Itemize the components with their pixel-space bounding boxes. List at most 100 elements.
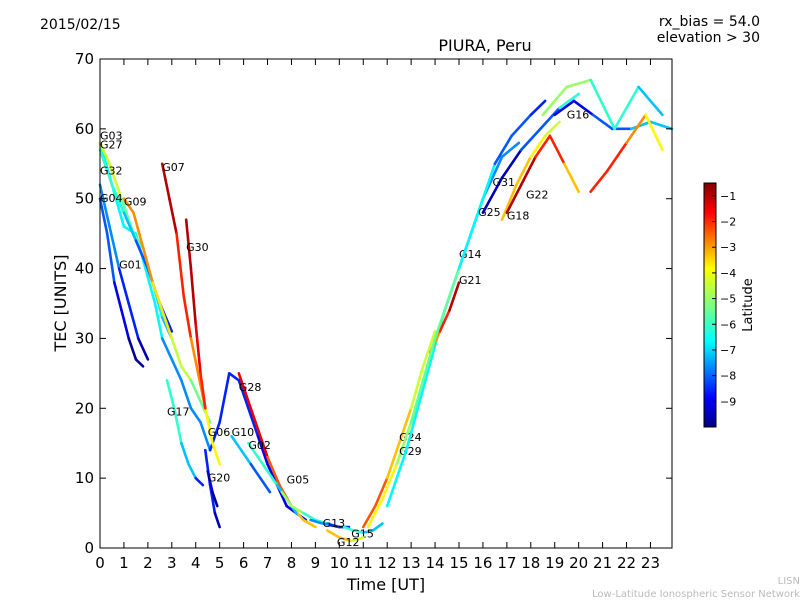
series-segment <box>481 176 504 214</box>
series-segment <box>127 337 138 361</box>
series-segment <box>247 406 260 438</box>
series-segment <box>144 267 157 305</box>
series-segment <box>302 511 317 522</box>
x-tick-label: 13 <box>402 554 421 572</box>
series-segment <box>302 518 317 529</box>
x-tick-label: 7 <box>263 554 273 572</box>
y-tick-label: 30 <box>75 329 94 347</box>
x-tick-label: 21 <box>593 554 612 572</box>
x-tick-label: 20 <box>569 554 588 572</box>
series-segment <box>256 434 269 466</box>
series-segment <box>199 372 207 410</box>
satellite-label: G02 <box>248 439 271 452</box>
series-segment <box>630 120 652 131</box>
satellite-label: G32 <box>100 164 123 177</box>
series-segment <box>505 183 523 214</box>
series-segment <box>352 529 365 534</box>
series-segment <box>510 113 533 138</box>
series-segment <box>249 462 262 480</box>
series-segment <box>108 225 121 270</box>
plot-frame <box>99 58 673 549</box>
series-segment <box>189 406 202 424</box>
colorbar-tick-label: −8 <box>720 370 736 383</box>
satellite-label: G16 <box>567 108 590 121</box>
x-tick-label: 14 <box>426 554 445 572</box>
x-tick-label: 19 <box>545 554 564 572</box>
series-segment <box>421 330 437 368</box>
x-tick-label: 1 <box>119 554 129 572</box>
series-segment <box>644 113 664 152</box>
series-segment <box>187 462 198 480</box>
series-segment <box>309 518 322 525</box>
series-segment <box>266 469 279 487</box>
series-segment <box>500 141 521 159</box>
x-tick-label: 22 <box>617 554 636 572</box>
y-tick-label: 50 <box>75 190 94 208</box>
series-segment <box>280 490 293 508</box>
series-segment <box>529 134 547 159</box>
series-segment <box>266 455 281 487</box>
y-tick-label: 70 <box>75 50 94 68</box>
y-tick-label: 0 <box>84 539 94 557</box>
series-segment <box>500 183 518 221</box>
series-segment <box>326 529 341 539</box>
series-segment <box>211 441 221 466</box>
series-segment <box>589 169 609 194</box>
series-segment <box>613 85 640 131</box>
series-segment <box>433 267 461 340</box>
satellite-label: G15 <box>351 528 374 541</box>
satellite-label: G04 <box>100 192 123 205</box>
x-tick-label: 16 <box>473 554 492 572</box>
series-segment <box>105 232 116 284</box>
satellite-label: G05 <box>287 474 310 487</box>
series-segment <box>208 420 221 452</box>
x-tick-label: 0 <box>95 554 105 572</box>
parameters-box: rx_bias = 54.0 elevation > 30 <box>657 14 760 46</box>
series-segment <box>175 232 186 298</box>
series-segment <box>625 113 647 145</box>
series-segment <box>199 420 212 452</box>
series-segment <box>239 448 253 466</box>
series-segment <box>132 211 145 249</box>
series-segment <box>194 323 202 375</box>
series-segment <box>172 406 183 445</box>
footer-lisn: LISN <box>777 576 800 587</box>
footer: LISN Low-Latitude Ionospheric Sensor Net… <box>592 575 800 601</box>
satellite-label: G25 <box>478 206 501 219</box>
series-segment <box>160 337 174 361</box>
series-segment <box>438 309 451 333</box>
series-segment <box>168 197 178 235</box>
series-segment <box>151 281 164 312</box>
series-segment <box>120 309 131 340</box>
series-segment <box>385 448 408 508</box>
series-segment <box>373 476 389 508</box>
series-segment <box>165 379 176 410</box>
series-segment <box>361 529 375 534</box>
series-segment <box>563 162 580 194</box>
series-segment <box>637 85 664 117</box>
x-tick-label: 12 <box>378 554 397 572</box>
x-axis-label: Time [UT] <box>346 575 425 594</box>
series-segment <box>160 162 171 201</box>
x-tick-label: 18 <box>521 554 540 572</box>
series-segment <box>606 141 628 173</box>
series-segment <box>541 85 568 117</box>
elevation-label: elevation > 30 <box>656 30 760 46</box>
series-segment <box>366 497 384 529</box>
satellite-label: G22 <box>526 189 549 202</box>
series-segment <box>98 148 114 187</box>
series-segment <box>381 462 399 501</box>
series-segment <box>457 211 480 270</box>
series-segment <box>259 476 272 494</box>
series-segment <box>256 455 269 473</box>
series-segment <box>141 246 154 284</box>
x-tick-label: 2 <box>143 554 153 572</box>
series-segment <box>180 379 193 410</box>
series-segment <box>539 106 561 131</box>
series-segment <box>153 302 164 340</box>
x-tick-label: 11 <box>354 554 373 572</box>
series-segment <box>476 162 497 214</box>
series-segment <box>136 337 150 361</box>
series-segment <box>189 337 200 375</box>
